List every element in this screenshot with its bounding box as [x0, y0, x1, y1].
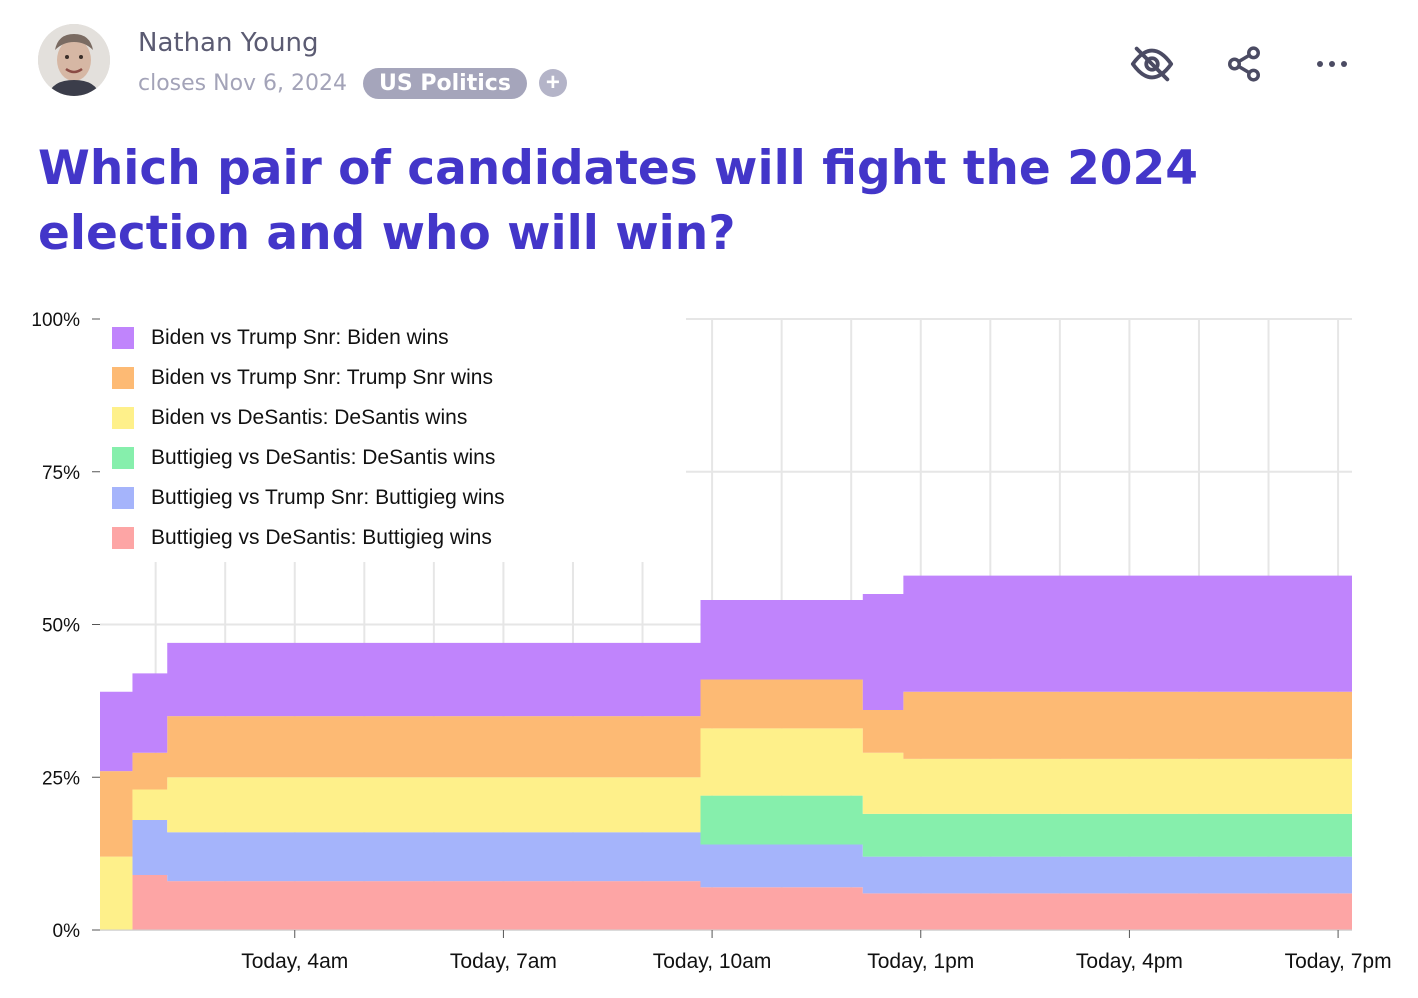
- x-tick-label: Today, 7pm: [1285, 950, 1392, 973]
- y-tick-label: 0%: [53, 921, 81, 942]
- y-tick-label: 25%: [42, 768, 80, 789]
- share-icon[interactable]: [1220, 40, 1268, 88]
- legend-swatch: [112, 407, 134, 429]
- question-title: Which pair of candidates will fight the …: [38, 141, 1198, 261]
- more-horizontal-icon[interactable]: [1308, 40, 1356, 88]
- x-tick-label: Today, 4am: [241, 950, 348, 973]
- tag-us-politics[interactable]: US Politics: [363, 67, 527, 99]
- legend-label: Biden vs Trump Snr: Trump Snr wins: [151, 366, 493, 389]
- legend-item[interactable]: Buttigieg vs DeSantis: DeSantis wins: [112, 442, 495, 474]
- series-area: [100, 820, 1352, 930]
- legend-label: Buttigieg vs DeSantis: Buttigieg wins: [151, 526, 492, 549]
- legend-item[interactable]: Biden vs DeSantis: DeSantis wins: [112, 402, 467, 434]
- legend-swatch: [112, 367, 134, 389]
- legend-swatch: [112, 527, 134, 549]
- series-area: [100, 728, 1352, 930]
- author-name[interactable]: Nathan Young: [138, 28, 319, 58]
- legend-item[interactable]: Biden vs Trump Snr: Biden wins: [112, 322, 449, 354]
- y-tick-label: 50%: [42, 616, 80, 637]
- close-date: closes Nov 6, 2024: [138, 70, 348, 96]
- chart-legend: Biden vs Trump Snr: Biden wins Biden vs T…: [100, 318, 686, 562]
- author-avatar[interactable]: [38, 24, 110, 96]
- legend-label: Biden vs DeSantis: DeSantis wins: [151, 406, 468, 429]
- x-tick-label: Today, 10am: [653, 950, 772, 973]
- legend-item[interactable]: Biden vs Trump Snr: Trump Snr wins: [112, 362, 493, 394]
- series-area: [100, 795, 1352, 930]
- legend-item[interactable]: Buttigieg vs DeSantis: Buttigieg wins: [112, 522, 492, 554]
- series-area: [100, 679, 1352, 857]
- legend-label: Buttigieg vs Trump Snr: Buttigieg wins: [151, 486, 505, 509]
- y-tick-label: 100%: [31, 310, 80, 331]
- legend-label: Buttigieg vs DeSantis: DeSantis wins: [151, 446, 496, 469]
- eye-off-icon[interactable]: [1128, 40, 1176, 88]
- legend-swatch: [112, 327, 134, 349]
- legend-item[interactable]: Buttigieg vs Trump Snr: Buttigieg wins: [112, 482, 505, 514]
- legend-label: Biden vs Trump Snr: Biden wins: [151, 326, 449, 349]
- avatar-photo: [38, 24, 110, 96]
- x-tick-label: Today, 1pm: [867, 950, 974, 973]
- x-tick-label: Today, 7am: [450, 950, 557, 973]
- x-tick-label: Today, 4pm: [1076, 950, 1183, 973]
- y-tick-label: 75%: [42, 463, 80, 484]
- question-meta: closes Nov 6, 2024 US Politics +: [138, 66, 567, 100]
- plus-icon[interactable]: +: [538, 69, 567, 97]
- legend-swatch: [112, 447, 134, 469]
- series-area: [100, 875, 1352, 930]
- legend-swatch: [112, 487, 134, 509]
- series-area: [100, 575, 1352, 772]
